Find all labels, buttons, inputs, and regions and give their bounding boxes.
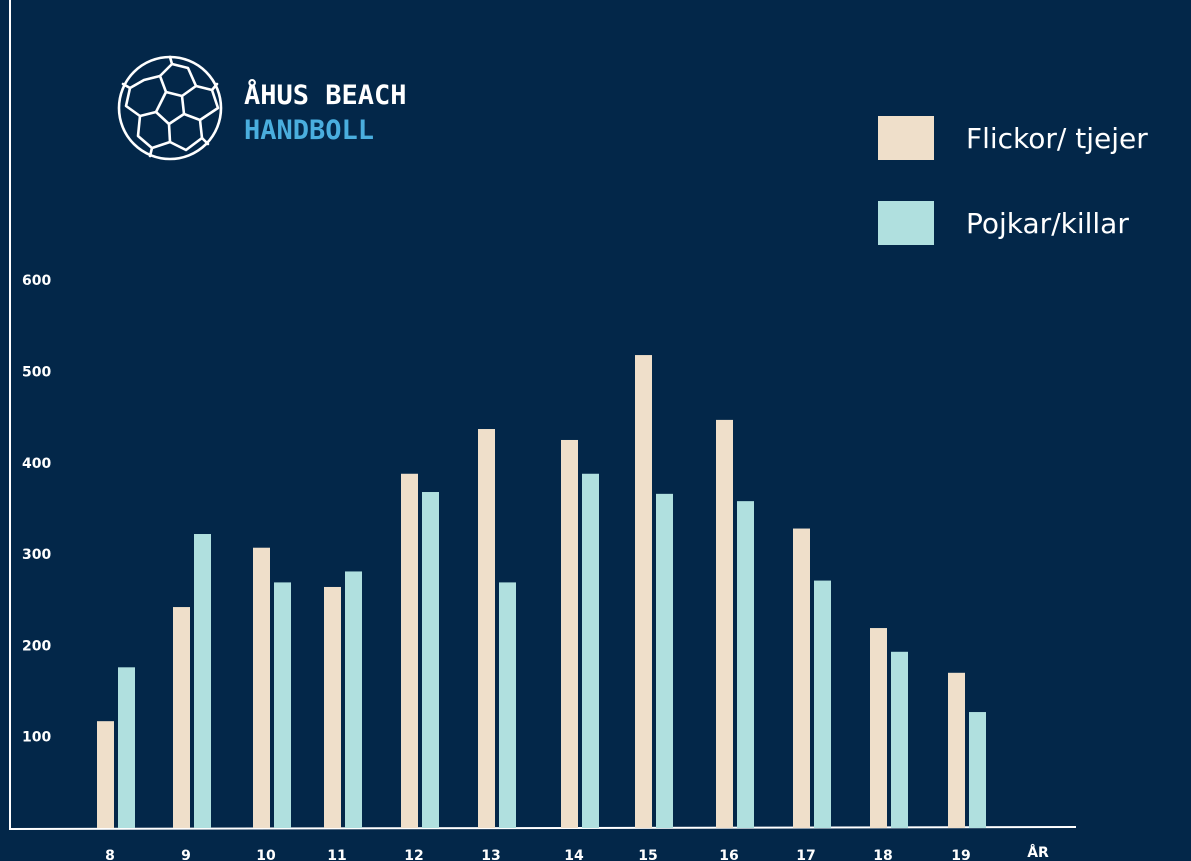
x-tick-label: 12 (404, 848, 423, 861)
x-tick-label: 14 (564, 848, 584, 861)
y-tick-label: 300 (22, 547, 51, 563)
bar-boys (737, 501, 754, 828)
bar-boys (656, 493, 673, 828)
x-tick-label: 17 (796, 848, 815, 861)
x-tick-label: 8 (105, 848, 115, 861)
bar-girls (401, 473, 418, 828)
bar-boys (194, 534, 211, 828)
bar-boys (118, 667, 135, 828)
x-tick-label: 19 (951, 848, 970, 861)
bar-boys (274, 582, 291, 828)
bar-girls (97, 721, 114, 828)
legend-label-girls: Flickor/ tjejer (966, 121, 1148, 155)
legend-item-boys: Pojkar/killar (878, 201, 1129, 245)
bar-boys (582, 473, 599, 828)
legend-item-girls: Flickor/ tjejer (878, 116, 1148, 160)
bar-girls (253, 547, 270, 828)
x-axis-line (8, 826, 1077, 830)
bar-girls (716, 419, 733, 828)
y-tick-label: 500 (22, 365, 51, 381)
brand-title: ÅHUS BEACH (244, 80, 407, 111)
y-tick-label: 400 (22, 456, 51, 472)
x-tick-label: 15 (638, 848, 657, 861)
bar-girls (635, 355, 652, 828)
legend-label-boys: Pojkar/killar (966, 206, 1129, 240)
bar-boys (814, 580, 831, 828)
x-axis-title: ÅR (1027, 844, 1049, 861)
y-tick-label: 200 (22, 638, 51, 654)
bar-boys (969, 712, 986, 828)
bar-boys (422, 492, 439, 828)
brand-subtitle: HANDBOLL (244, 115, 375, 146)
bar-boys (345, 571, 362, 828)
bar-girls (948, 672, 965, 828)
x-tick-label: 13 (481, 848, 500, 861)
x-tick-label: 9 (181, 848, 191, 861)
x-tick-label: 16 (719, 848, 738, 861)
y-tick-label: 600 (22, 273, 51, 289)
bar-girls (870, 628, 887, 828)
x-tick-label: 10 (256, 848, 276, 861)
bar-boys (499, 582, 516, 828)
legend-swatch-girls (878, 116, 934, 160)
handball-icon (117, 55, 223, 161)
bar-girls (561, 439, 578, 828)
bar-boys (891, 651, 908, 828)
bar-girls (478, 429, 495, 828)
x-tick-label: 18 (873, 848, 892, 861)
bar-girls (173, 607, 190, 828)
bar-girls (793, 528, 810, 828)
y-tick-label: 100 (22, 730, 51, 746)
bar-girls (324, 586, 341, 828)
x-tick-label: 11 (327, 848, 346, 861)
legend-swatch-boys (878, 201, 934, 245)
brand-logo: ÅHUS BEACH HANDBOLL (116, 54, 436, 164)
